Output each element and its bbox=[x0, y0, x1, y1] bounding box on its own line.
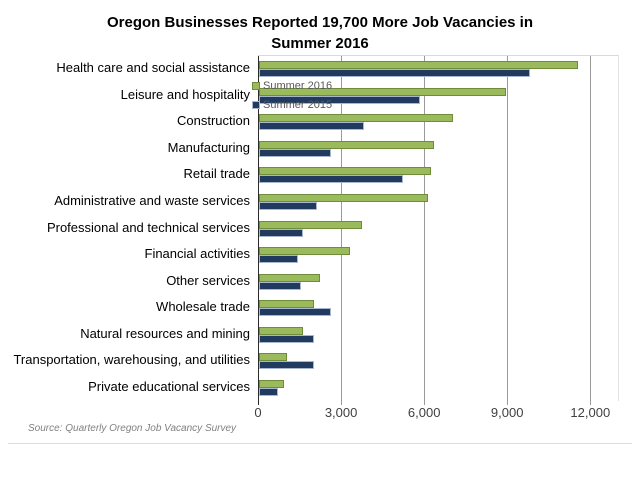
category-label: Retail trade bbox=[183, 166, 250, 182]
legend-label: Summer 2015 bbox=[263, 99, 333, 111]
bar-summer-2016 bbox=[259, 61, 578, 70]
bar-summer-2015 bbox=[259, 95, 420, 104]
bar-summer-2015 bbox=[259, 308, 331, 317]
bar-summer-2015 bbox=[259, 255, 298, 263]
category-label: Wholesale trade bbox=[156, 299, 250, 315]
bar-summer-2016 bbox=[259, 247, 351, 255]
bar-summer-2016 bbox=[259, 167, 431, 176]
chart-title: Oregon Businesses Reported 19,700 More J… bbox=[107, 14, 533, 52]
bar-summer-2016 bbox=[259, 220, 362, 229]
bar-summer-2015 bbox=[259, 361, 315, 370]
x-tick-label: 0 bbox=[254, 405, 262, 420]
bar-summer-2016 bbox=[259, 114, 453, 123]
bar-summer-2015 bbox=[259, 122, 365, 131]
x-tick-label: 9,000 bbox=[490, 405, 524, 420]
bar-summer-2015 bbox=[259, 202, 318, 210]
category-label: Financial activities bbox=[144, 246, 251, 261]
bar-summer-2015 bbox=[259, 148, 331, 157]
category-label: Manufacturing bbox=[167, 139, 250, 155]
gridline bbox=[424, 56, 426, 405]
plot-area bbox=[258, 55, 619, 405]
bar-summer-2015 bbox=[259, 175, 403, 184]
bar-summer-2016 bbox=[259, 140, 434, 149]
bar-summer-2016 bbox=[259, 273, 320, 282]
bar-summer-2016 bbox=[259, 353, 287, 362]
category-axis: Health care and social assistance Leisure… bbox=[0, 55, 250, 400]
category-label: Other services bbox=[166, 272, 250, 288]
category-label: Administrative and waste services bbox=[54, 193, 250, 208]
source-note: Source: Quarterly Oregon Job Vacancy Sur… bbox=[28, 423, 237, 434]
x-axis: 0 3,000 6,000 9,000 12,000 bbox=[254, 405, 638, 421]
gridline bbox=[341, 56, 343, 405]
bar-summer-2016 bbox=[259, 300, 315, 309]
category-label: Private educational services bbox=[88, 378, 250, 394]
legend: Summer 2016 Summer 2015 bbox=[252, 80, 362, 118]
gridline bbox=[590, 56, 592, 405]
bottom-divider bbox=[8, 443, 632, 444]
y-axis-line bbox=[258, 56, 259, 405]
category-label: Leisure and hospitality bbox=[120, 86, 250, 102]
x-tick-label: 6,000 bbox=[407, 405, 441, 420]
legend-swatch-icon bbox=[252, 82, 260, 90]
bar-summer-2015 bbox=[259, 334, 315, 343]
category-label: Natural resources and mining bbox=[80, 325, 250, 341]
bar-summer-2015 bbox=[259, 387, 279, 396]
bar-summer-2015 bbox=[259, 281, 301, 290]
bar-summer-2016 bbox=[259, 87, 506, 96]
x-tick-label: 12,000 bbox=[570, 405, 611, 420]
legend-swatch-icon bbox=[252, 101, 260, 109]
legend-item-summer-2015: Summer 2015 bbox=[252, 99, 362, 111]
bar-summer-2015 bbox=[259, 69, 531, 78]
legend-label: Summer 2016 bbox=[263, 80, 333, 92]
bar-summer-2016 bbox=[259, 194, 428, 202]
bar-summer-2016 bbox=[259, 326, 304, 335]
legend-item-summer-2016: Summer 2016 bbox=[252, 80, 362, 92]
bar-summer-2015 bbox=[259, 228, 304, 237]
category-label: Transportation, warehousing, and utiliti… bbox=[13, 352, 250, 368]
x-tick-label: 3,000 bbox=[324, 405, 358, 420]
category-label: Health care and social assistance bbox=[56, 60, 250, 76]
category-label: Construction bbox=[177, 113, 250, 129]
category-label: Professional and technical services bbox=[46, 219, 250, 235]
gridline bbox=[507, 56, 509, 405]
bar-summer-2016 bbox=[259, 379, 284, 388]
